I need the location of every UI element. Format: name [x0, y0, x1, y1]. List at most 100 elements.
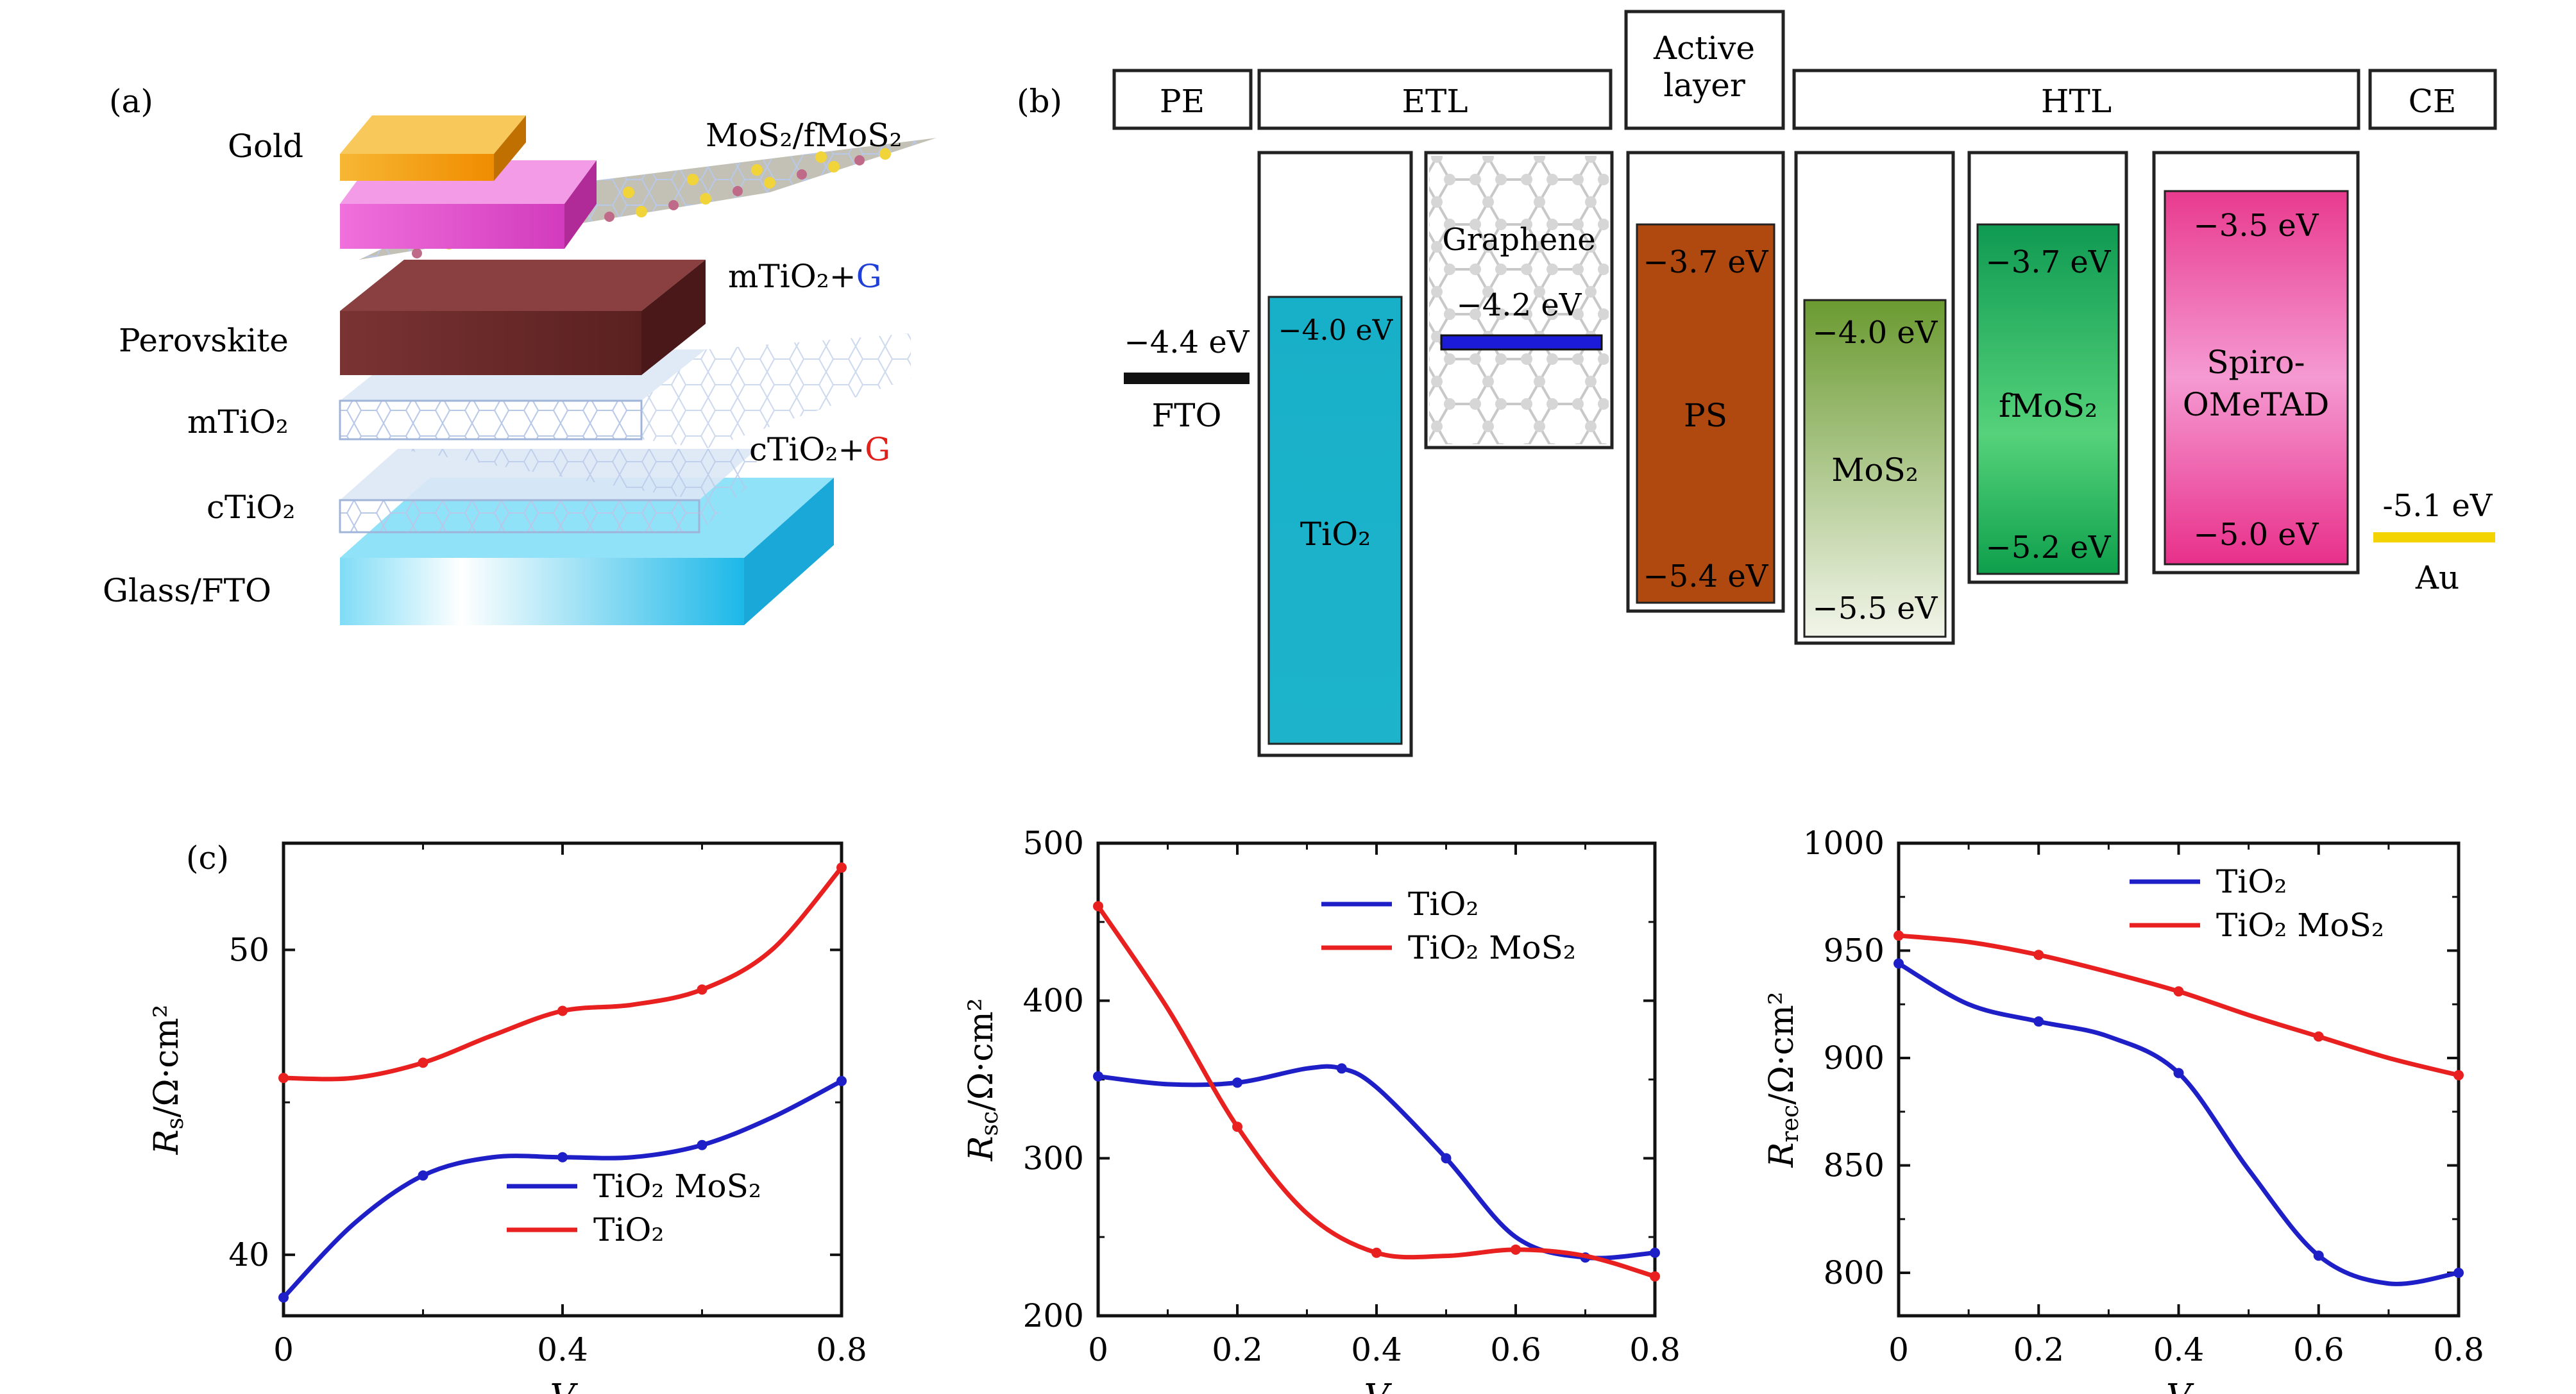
panel-c: (c) 0 0.4 0.8 40 50 TiO₂ MoS₂ TiO₂ V Rs/Ω·cm²… [148, 825, 2484, 1394]
header-ce: CE [2409, 83, 2457, 120]
chart-rs: 0 0.4 0.8 40 50 TiO₂ MoS₂ TiO₂ V Rs/Ω·cm² [148, 841, 867, 1394]
chart-rrec-ylabel: Rrec/Ω·cm² [1763, 991, 1804, 1168]
chart-rsc-series-1-point [1511, 1244, 1521, 1255]
perovskite-layer [340, 260, 706, 375]
header-etl-box [1257, 69, 1613, 130]
chart-rs-ytick-label: 40 [228, 1236, 269, 1273]
fmos2-name: fMoS₂ [1999, 387, 2097, 424]
spiro-band [2164, 190, 2349, 566]
spiro-name-2: OMeTAD [2183, 386, 2330, 423]
header-active-box [1624, 10, 1785, 130]
chart-rsc-legend-label-1: TiO₂ MoS₂ [1408, 929, 1576, 966]
chart-rsc-series-0-point [1336, 1063, 1347, 1074]
chart-rrec-ytick-label: 900 [1824, 1039, 1885, 1077]
tio2-name: TiO₂ [1300, 516, 1371, 553]
chart-rrec-series-1-point [2033, 950, 2044, 961]
chart-rs-xtick-label: 0 [273, 1331, 294, 1368]
mtio2-g-label: mTiO₂+G [728, 258, 882, 295]
panel-b: (b) PE ETL Active layer HTL CE −4.4 eV FT… [1017, 10, 2497, 757]
mtio2-label: mTiO₂ [187, 403, 289, 441]
chart-rrec-series-0-point [2453, 1268, 2464, 1278]
chart-rrec-xtick-label: 0.4 [2153, 1331, 2205, 1368]
chart-rsc-xlabel: V [1364, 1377, 1393, 1394]
chart-rrec-series-0-point [1894, 958, 1904, 969]
chart-rsc-series-1-point [1232, 1121, 1242, 1132]
ps-bottom: −5.4 eV [1643, 558, 1769, 594]
chart-rsc-frame [1096, 841, 1657, 1318]
chart-rsc-ytick-label: 300 [1023, 1139, 1084, 1177]
fmos2-band [1976, 223, 2120, 575]
chart-rsc-series-0-line [1097, 1064, 1656, 1261]
chart-rsc-series-0-point [1093, 1071, 1103, 1082]
panel-c-label: (c) [186, 839, 229, 877]
panel-a-label: (a) [109, 83, 153, 120]
chart-rsc-xtick-label: 0.8 [1629, 1331, 1681, 1368]
chart-rs-xtick-label: 0.8 [816, 1331, 867, 1368]
chart-rrec-legend-label-1: TiO₂ MoS₂ [2216, 907, 2384, 944]
mos2-name: MoS₂ [1831, 451, 1919, 489]
tio2-box [1257, 151, 1413, 757]
graphene-name: Graphene [1442, 222, 1595, 258]
chart-rsc-series-1-point [1371, 1247, 1382, 1258]
chart-rsc-series-1-line [1096, 905, 1656, 1279]
mos2-layer [340, 160, 597, 249]
mos2-band [1803, 299, 1947, 638]
chart-rrec-ytick-label: 1000 [1803, 825, 1885, 862]
panel-a: (a) [103, 83, 936, 625]
mos2-bottom: −5.5 eV [1813, 591, 1938, 626]
chart-rsc-legend-label-0: TiO₂ [1408, 886, 1479, 923]
fmos2-bottom: −5.2 eV [1986, 530, 2112, 566]
chart-rs-legend-label-1: TiO₂ [593, 1211, 664, 1248]
glass-fto-label: Glass/FTO [103, 572, 271, 609]
chart-rs-series-0-point [836, 1075, 847, 1086]
tio2-band [1267, 296, 1403, 745]
ps-top: −3.7 eV [1643, 244, 1769, 280]
ps-band [1636, 223, 1775, 604]
chart-rrec-ytick-label: 850 [1824, 1147, 1885, 1184]
header-active: Active layer [1653, 29, 1755, 104]
graphene-level [1440, 334, 1603, 351]
graphene-value: −4.2 eV [1457, 287, 1582, 323]
gold-label: Gold [228, 128, 303, 165]
chart-rsc-xtick-label: 0.4 [1351, 1331, 1402, 1368]
chart-rsc-xtick-label: 0 [1088, 1331, 1108, 1368]
chart-rrec-xtick-label: 0 [1888, 1331, 1909, 1368]
chart-rs-ylabel: Rs/Ω·cm² [148, 1004, 189, 1155]
chart-rrec-series-0-point [2033, 1016, 2044, 1027]
panel-b-label: (b) [1017, 83, 1062, 120]
chart-rsc-xtick-label: 0.6 [1490, 1331, 1541, 1368]
chart-rrec-series-1-line [1898, 933, 2459, 1078]
gold-layer [340, 115, 526, 181]
chart-rrec-series-1-point [2173, 986, 2184, 997]
mos2-top: −4.0 eV [1813, 315, 1938, 351]
chart-rrec-legend-label-0: TiO₂ [2216, 863, 2287, 900]
spiro-top: −3.5 eV [2194, 208, 2319, 244]
chart-rsc-xtick-label: 0.2 [1212, 1331, 1263, 1368]
chart-rs-xtick-label: 0.4 [537, 1331, 588, 1368]
perovskite-label: Perovskite [119, 322, 289, 359]
mos2-fmos2-label: MoS₂/fMoS₂ [706, 117, 902, 154]
au-name: Au [2415, 559, 2459, 596]
chart-rsc-series-1-point [1093, 901, 1103, 912]
mos2-box [1794, 151, 1955, 645]
chart-rs-series-1-line [283, 866, 843, 1082]
chart-rrec-series-0-line [1897, 961, 2459, 1286]
chart-rrec-series-1-point [2453, 1070, 2464, 1080]
chart-rrec-series-0-point [2313, 1250, 2324, 1261]
tio2-top: −4.0 eV [1278, 314, 1394, 347]
chart-rrec-ytick-label: 800 [1824, 1254, 1885, 1291]
ps-name: PS [1684, 397, 1727, 434]
ps-box [1626, 151, 1785, 613]
chart-rsc-series-0-point [1650, 1247, 1660, 1258]
chart-rsc-series-0-point [1232, 1077, 1242, 1088]
chart-rsc-ylabel: Rsc/Ω·cm² [962, 998, 1003, 1161]
ctio2-label: cTiO₂ [207, 489, 295, 526]
spiro-name-1: Spiro- [2207, 344, 2305, 381]
chart-rsc-series-1-point [1650, 1271, 1660, 1282]
fmos2-top: −3.7 eV [1986, 244, 2112, 280]
chart-rs-series-0-point [278, 1292, 289, 1303]
fto-name: FTO [1151, 397, 1221, 434]
chart-rs-series-1-point [418, 1057, 428, 1068]
